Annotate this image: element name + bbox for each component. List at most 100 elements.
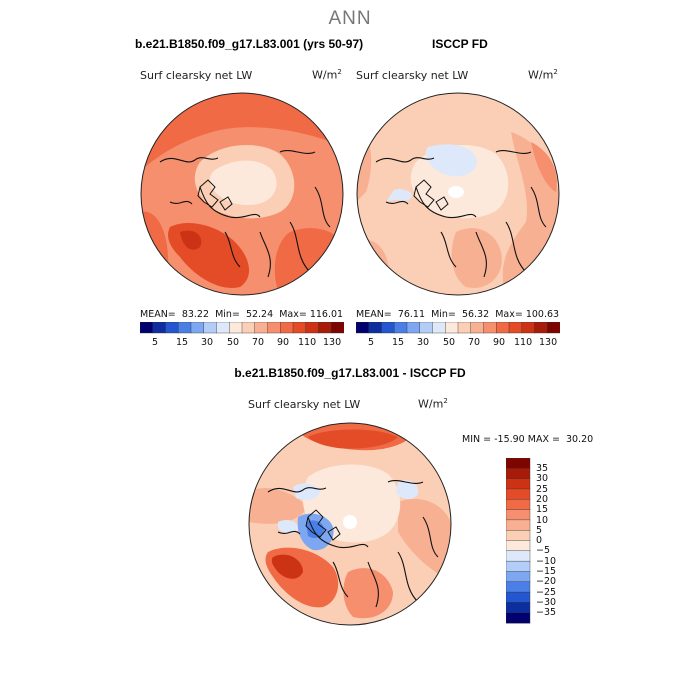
diff-panel-units: W/m2 bbox=[418, 397, 448, 411]
colorbar-swatch bbox=[368, 322, 383, 334]
colorbar-tick: 15 bbox=[392, 337, 405, 348]
left-panel-stats: MEAN= 83.22 Min= 52.24 Max= 116.01 bbox=[140, 309, 344, 320]
colorbar-tick: 130 bbox=[539, 337, 558, 348]
colorbar-tick: 90 bbox=[493, 337, 506, 348]
figure-title: ANN bbox=[328, 8, 372, 29]
colorbar-swatch bbox=[506, 602, 531, 614]
colorbar-swatch bbox=[445, 322, 459, 334]
colorbar-swatch bbox=[394, 322, 408, 334]
colorbar-swatch bbox=[506, 488, 531, 500]
left-panel-variable-label: Surf clearsky net LW bbox=[140, 69, 253, 82]
colorbar-swatch bbox=[506, 581, 531, 593]
colorbar-swatch bbox=[506, 612, 531, 624]
colorbar-tick: 50 bbox=[227, 337, 240, 348]
colorbar-tick: −20 bbox=[536, 576, 557, 588]
diff-polar-map bbox=[248, 422, 452, 626]
colorbar-tick: −25 bbox=[536, 586, 557, 598]
diff-colorbar-ticks: 35 30 25 20 15 10 5 0 −5 −10 −15 −20 −25… bbox=[536, 463, 576, 623]
right-panel-variable-label: Surf clearsky net LW bbox=[356, 69, 469, 82]
colorbar-swatch bbox=[292, 322, 307, 334]
diff-colorbar bbox=[506, 458, 531, 624]
colorbar-swatch bbox=[241, 322, 256, 334]
colorbar-tick: 5 bbox=[536, 524, 543, 536]
colorbar-swatch bbox=[216, 322, 230, 334]
colorbar-swatch bbox=[267, 322, 281, 334]
colorbar-tick: 70 bbox=[252, 337, 265, 348]
diff-panel-variable-label: Surf clearsky net LW bbox=[248, 398, 361, 411]
colorbar-swatch bbox=[521, 322, 536, 334]
colorbar-swatch bbox=[318, 322, 332, 334]
left-polar-map bbox=[140, 92, 344, 296]
colorbar-tick: 30 bbox=[417, 337, 430, 348]
colorbar-swatch bbox=[506, 550, 531, 562]
colorbar-tick: −15 bbox=[536, 566, 557, 577]
colorbar-tick: 35 bbox=[536, 463, 549, 474]
diff-panel-minmax: MIN = -15.90 MAX = 30.20 bbox=[462, 434, 594, 445]
colorbar-swatch bbox=[470, 322, 485, 334]
right-colorbar-ticks: 5 15 30 50 70 90 110 130 bbox=[356, 337, 560, 349]
left-colorbar-ticks: 5 15 30 50 70 90 110 130 bbox=[140, 337, 344, 349]
colorbar-swatch bbox=[203, 322, 218, 334]
colorbar-swatch bbox=[419, 322, 434, 334]
colorbar-swatch bbox=[140, 322, 154, 334]
colorbar-tick: 110 bbox=[514, 337, 533, 348]
colorbar-swatch bbox=[254, 322, 269, 334]
colorbar-swatch bbox=[506, 468, 531, 480]
right-panel-stats: MEAN= 76.11 Min= 56.32 Max= 100.63 bbox=[356, 309, 560, 320]
colorbar-swatch bbox=[506, 509, 531, 521]
colorbar-tick: 5 bbox=[368, 337, 375, 348]
colorbar-swatch bbox=[432, 322, 446, 334]
colorbar-swatch bbox=[305, 322, 320, 334]
right-panel-case-label: ISCCP FD bbox=[432, 37, 488, 51]
diff-panel-case-label: b.e21.B1850.f09_g17.L83.001 - ISCCP FD bbox=[234, 366, 466, 380]
colorbar-swatch bbox=[152, 322, 167, 334]
colorbar-swatch bbox=[506, 519, 531, 531]
colorbar-swatch bbox=[496, 322, 510, 334]
colorbar-swatch bbox=[406, 322, 421, 334]
colorbar-tick: −10 bbox=[536, 555, 557, 567]
colorbar-swatch bbox=[534, 322, 548, 334]
colorbar-swatch bbox=[506, 571, 531, 583]
colorbar-tick: 110 bbox=[298, 337, 317, 348]
colorbar-tick: 50 bbox=[443, 337, 456, 348]
colorbar-swatch bbox=[508, 322, 523, 334]
colorbar-swatch bbox=[506, 529, 531, 542]
colorbar-swatch bbox=[229, 322, 243, 334]
colorbar-tick: 30 bbox=[536, 473, 549, 485]
colorbar-swatch bbox=[506, 458, 531, 469]
colorbar-tick: 15 bbox=[176, 337, 189, 348]
colorbar-swatch bbox=[381, 322, 395, 334]
right-colorbar bbox=[356, 322, 560, 334]
right-panel-units: W/m2 bbox=[528, 68, 558, 82]
colorbar-swatch bbox=[190, 322, 205, 334]
colorbar-tick: 130 bbox=[323, 337, 342, 348]
colorbar-tick: 70 bbox=[468, 337, 481, 348]
colorbar-swatch bbox=[280, 322, 294, 334]
left-panel-units: W/m2 bbox=[312, 68, 342, 82]
colorbar-tick: −30 bbox=[536, 596, 557, 608]
left-colorbar bbox=[140, 322, 344, 334]
colorbar-tick: 15 bbox=[536, 504, 549, 516]
colorbar-swatch bbox=[178, 322, 192, 334]
left-panel-case-label: b.e21.B1850.f09_g17.L83.001 (yrs 50-97) bbox=[135, 37, 364, 51]
colorbar-tick: 5 bbox=[152, 337, 159, 348]
colorbar-tick: 25 bbox=[536, 483, 549, 495]
colorbar-tick: 10 bbox=[536, 514, 549, 526]
colorbar-swatch bbox=[547, 322, 560, 334]
colorbar-tick: 30 bbox=[201, 337, 214, 348]
colorbar-tick: −5 bbox=[536, 545, 551, 557]
colorbar-swatch bbox=[331, 322, 344, 334]
colorbar-swatch bbox=[165, 322, 179, 334]
colorbar-tick: −35 bbox=[536, 607, 557, 619]
colorbar-swatch bbox=[506, 540, 531, 552]
colorbar-swatch bbox=[356, 322, 370, 334]
right-polar-map bbox=[356, 92, 560, 296]
colorbar-swatch bbox=[506, 560, 531, 572]
colorbar-swatch bbox=[506, 499, 531, 511]
colorbar-swatch bbox=[506, 478, 531, 490]
colorbar-swatch bbox=[457, 322, 472, 334]
colorbar-tick: 20 bbox=[536, 493, 549, 505]
colorbar-tick: 0 bbox=[536, 535, 543, 547]
colorbar-tick: 90 bbox=[277, 337, 290, 348]
